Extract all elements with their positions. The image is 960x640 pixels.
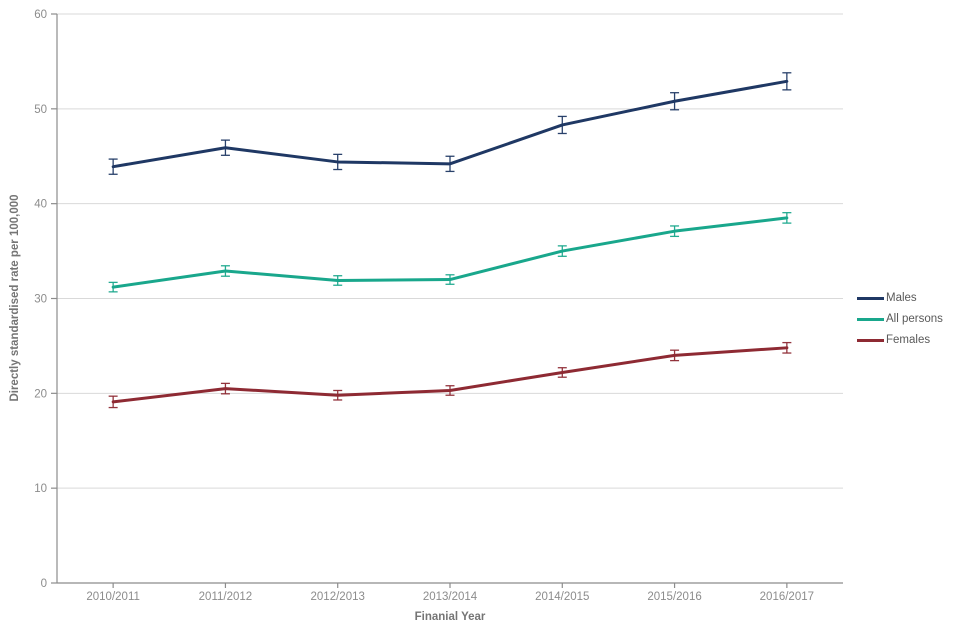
- legend-label-females: Females: [886, 334, 931, 346]
- x-tick-label-4: 2014/2015: [535, 591, 589, 603]
- y-tick-label-40: 40: [34, 199, 47, 211]
- y-tick-label-10: 10: [34, 483, 47, 495]
- x-tick-label-6: 2016/2017: [760, 591, 814, 603]
- legend-label-males: Males: [886, 292, 917, 304]
- y-tick-label-50: 50: [34, 104, 47, 116]
- x-tick-label-0: 2010/2011: [86, 591, 140, 603]
- legend-item-females: Females: [857, 333, 943, 347]
- legend: Males All persons Females: [857, 291, 943, 347]
- series-line-males: [111, 79, 789, 169]
- legend-item-males: Males: [857, 291, 943, 305]
- x-tick-label-3: 2013/2014: [423, 591, 478, 603]
- y-tick-label-30: 30: [34, 294, 47, 306]
- series-line-all-persons: [111, 216, 789, 289]
- x-tick-label-2: 2012/2013: [311, 591, 365, 603]
- series-line-females: [111, 346, 789, 404]
- legend-label-all-persons: All persons: [886, 313, 943, 325]
- x-tick-label-5: 2015/2016: [647, 591, 701, 603]
- y-tick-label-20: 20: [34, 388, 47, 400]
- legend-line-swatch-all-persons: [857, 317, 884, 321]
- x-axis-title: Finanial Year: [414, 611, 486, 623]
- x-tick-label-1: 2011/2012: [199, 591, 253, 603]
- legend-item-all-persons: All persons: [857, 312, 943, 326]
- y-axis-title: Directly standardised rate per 100,000: [9, 194, 21, 402]
- y-tick-label-60: 60: [34, 9, 47, 21]
- legend-line-swatch-males: [857, 296, 884, 300]
- y-tick-label-0: 0: [41, 578, 47, 590]
- legend-line-swatch-females: [857, 338, 884, 342]
